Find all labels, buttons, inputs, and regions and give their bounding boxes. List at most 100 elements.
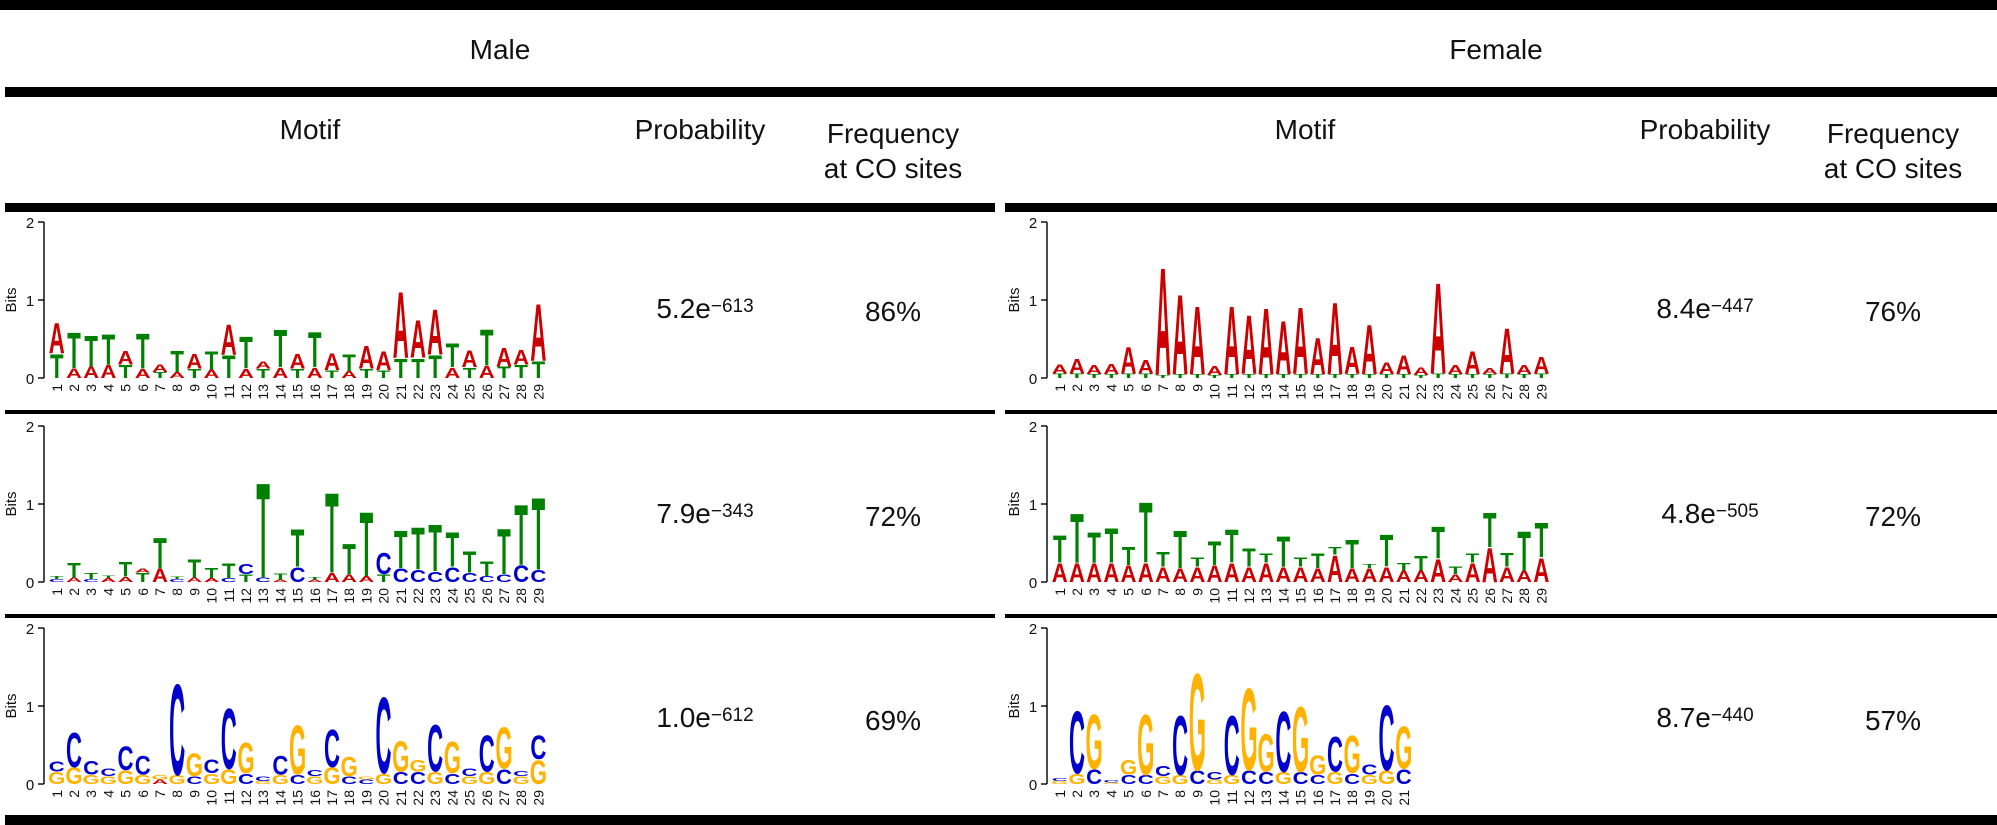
y-axis-label: Bits (3, 693, 20, 718)
logo-letter-G: G (1344, 725, 1361, 785)
y-tick-label: 2 (26, 621, 34, 638)
position-label: 4 (1103, 790, 1119, 798)
position-label: 15 (1293, 588, 1309, 604)
column-header-motif-left: Motif (279, 114, 341, 145)
logo-letter-A: A (1379, 562, 1395, 587)
logo-letter-T: T (256, 367, 270, 381)
logo-letter-A: A (1516, 363, 1532, 377)
logo-letter-A: A (513, 345, 529, 370)
logo-letter-C: C (324, 718, 340, 778)
position-label: 29 (530, 588, 546, 604)
position-label: 22 (1413, 384, 1429, 400)
logo-letter-C: C (444, 771, 460, 788)
rule-row-1-right (1005, 410, 1997, 414)
logo-letter-C: C (496, 572, 513, 584)
logo-letter-T: T (222, 349, 236, 385)
logo-letter-A: A (135, 367, 151, 381)
logo-letter-A: A (1379, 360, 1395, 378)
logo-letter-A: A (496, 343, 512, 373)
logo-letter-C: C (479, 574, 495, 584)
position-label: 11 (1224, 588, 1240, 603)
position-label: 4 (100, 790, 116, 798)
logo-letter-G: G (1361, 773, 1378, 787)
logo-letter-T: T (1259, 551, 1273, 565)
logo-letter-A: A (1499, 562, 1515, 587)
logo-letter-T: T (274, 572, 288, 582)
position-label: 14 (1275, 588, 1291, 604)
logo-letter-C: C (1172, 699, 1188, 793)
position-label: 26 (479, 384, 495, 400)
logo-letter-C: C (341, 774, 358, 786)
logo-letter-A: A (444, 365, 460, 382)
logo-letter-T: T (360, 367, 374, 381)
logo-letter-G: G (203, 771, 220, 788)
frequency-header-line-2: at CO sites (823, 153, 963, 184)
position-label: 1 (1052, 790, 1068, 798)
logo-letter-T: T (1414, 374, 1428, 379)
logo-letter-A: A (1155, 562, 1171, 587)
position-label: 8 (1172, 790, 1188, 798)
logo-letter-C: C (100, 766, 117, 778)
position-label: 7 (1155, 384, 1171, 392)
logo-letter-C: C (1275, 695, 1291, 791)
position-label: 19 (358, 588, 374, 604)
position-label: 12 (238, 790, 254, 806)
logo-letter-G: G (1309, 750, 1326, 781)
logo-letter-G: G (375, 771, 392, 788)
logo-letter-T: T (394, 354, 408, 385)
position-label: 18 (1344, 384, 1360, 400)
logo-letter-G: G (1258, 723, 1275, 783)
logo-letter-A: A (1310, 565, 1326, 586)
y-tick-label: 0 (1029, 371, 1037, 388)
position-label: 22 (1413, 588, 1429, 604)
position-label: 25 (462, 790, 478, 806)
logo-letter-A: A (66, 576, 82, 583)
logo-letter-A: A (341, 369, 357, 380)
logo-letter-T: T (342, 349, 356, 376)
position-label: 2 (66, 384, 82, 392)
motif-logo-male-row-1: 012BitsTA1AT2AT3AT4TA5AT6TA7AT8TA9AT10TA… (3, 215, 546, 400)
logo-letter-G: G (1395, 714, 1412, 782)
logo-letter-A: A (1293, 562, 1309, 587)
logo-letter-G: G (495, 714, 512, 782)
logo-letter-T: T (1294, 555, 1308, 569)
logo-letter-A: A (1103, 361, 1119, 378)
position-label: 11 (1224, 790, 1240, 805)
logo-letter-A: A (169, 370, 185, 380)
y-axis-label: Bits (1006, 491, 1023, 516)
logo-letter-G: G (237, 735, 254, 783)
position-label: 18 (1344, 588, 1360, 604)
logo-letter-A: A (1361, 312, 1377, 390)
logo-letter-A: A (1533, 552, 1549, 590)
logo-letter-G: G (478, 769, 495, 788)
position-label: 28 (513, 588, 529, 604)
position-label: 25 (462, 588, 478, 604)
position-label: 12 (238, 588, 254, 604)
logo-letter-T: T (463, 545, 477, 579)
position-label: 23 (1430, 384, 1446, 400)
logo-letter-T: T (274, 319, 288, 379)
position-label: 10 (1207, 384, 1223, 400)
logo-letter-T: T (1070, 500, 1084, 578)
y-tick-label: 0 (26, 777, 34, 794)
logo-letter-A: A (324, 348, 340, 375)
position-label: 14 (272, 384, 288, 400)
logo-letter-C: C (393, 769, 409, 788)
logo-letter-T: T (67, 322, 81, 379)
position-label: 5 (1121, 790, 1137, 798)
position-label: 17 (324, 790, 340, 806)
logo-letter-C: C (1086, 764, 1102, 789)
logo-letter-T: T (50, 575, 64, 580)
position-label: 23 (427, 588, 443, 604)
logo-letter-A: A (118, 348, 134, 369)
position-label: 16 (307, 588, 323, 604)
logo-letter-T: T (1208, 374, 1222, 379)
logo-letter-G: G (409, 757, 426, 775)
frequency-male-row-1: 86% (864, 296, 922, 327)
logo-letter-A: A (1465, 559, 1481, 589)
position-label: 12 (238, 384, 254, 400)
logo-letter-C: C (186, 774, 203, 786)
logo-letter-A: A (204, 367, 220, 380)
logo-letter-T: T (119, 557, 133, 582)
logo-letter-C: C (1103, 780, 1119, 783)
